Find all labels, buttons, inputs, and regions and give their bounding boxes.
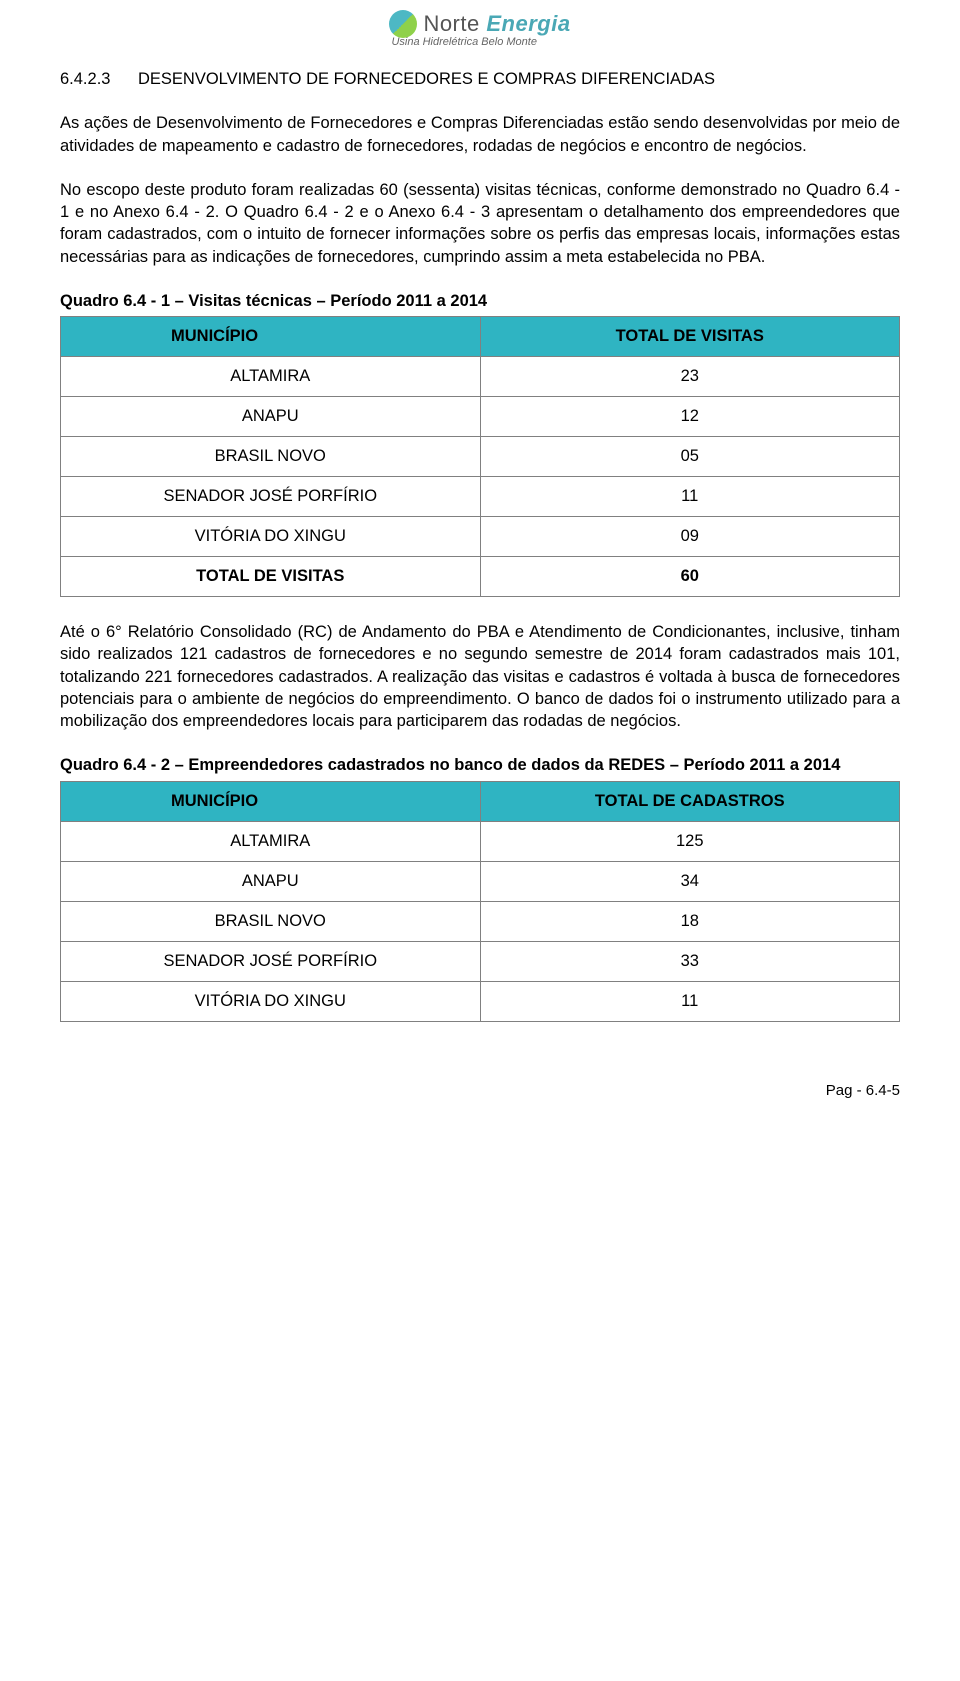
table1-total-value: 60: [480, 557, 900, 597]
table-row: BRASIL NOVO 05: [61, 437, 900, 477]
table1-row3-value: 11: [480, 477, 900, 517]
table-cadastros: MUNICÍPIO TOTAL DE CADASTROS ALTAMIRA 12…: [60, 781, 900, 1022]
table-row: SENADOR JOSÉ PORFÍRIO 11: [61, 477, 900, 517]
table-visitas: MUNICÍPIO TOTAL DE VISITAS ALTAMIRA 23 A…: [60, 316, 900, 597]
table1-row1-value: 12: [480, 397, 900, 437]
table1-row1-label: ANAPU: [61, 397, 481, 437]
table-row: ANAPU 34: [61, 861, 900, 901]
table1-col2-header: TOTAL DE VISITAS: [480, 317, 900, 357]
table2-row4-value: 11: [480, 981, 900, 1021]
table2-row4-label: VITÓRIA DO XINGU: [61, 981, 481, 1021]
table1-caption: Quadro 6.4 - 1 – Visitas técnicas – Perí…: [60, 290, 900, 312]
paragraph-2: No escopo deste produto foram realizadas…: [60, 179, 900, 268]
table-row: VITÓRIA DO XINGU 11: [61, 981, 900, 1021]
table1-row4-value: 09: [480, 517, 900, 557]
table1-row0-value: 23: [480, 357, 900, 397]
table2-row2-value: 18: [480, 901, 900, 941]
table2-row0-value: 125: [480, 821, 900, 861]
table2-col2-header: TOTAL DE CADASTROS: [480, 781, 900, 821]
table1-col1-header: MUNICÍPIO: [61, 317, 481, 357]
table-row: ALTAMIRA 125: [61, 821, 900, 861]
table1-row2-label: BRASIL NOVO: [61, 437, 481, 477]
table-row: ANAPU 12: [61, 397, 900, 437]
logo-mark-icon: [389, 10, 417, 38]
paragraph-3: Até o 6° Relatório Consolidado (RC) de A…: [60, 621, 900, 732]
table1-row4-label: VITÓRIA DO XINGU: [61, 517, 481, 557]
table1-row3-label: SENADOR JOSÉ PORFÍRIO: [61, 477, 481, 517]
logo-brand-prefix: Norte: [423, 11, 479, 36]
table2-col1-header: MUNICÍPIO: [61, 781, 481, 821]
table-row: ALTAMIRA 23: [61, 357, 900, 397]
section-number: 6.4.2.3: [60, 70, 110, 88]
section-heading: 6.4.2.3 DESENVOLVIMENTO DE FORNECEDORES …: [60, 68, 900, 90]
logo-subtitle: Usina Hidrelétrica Belo Monte: [389, 36, 570, 48]
logo: Norte Energia Usina Hidrelétrica Belo Mo…: [389, 10, 570, 48]
table2-row2-label: BRASIL NOVO: [61, 901, 481, 941]
logo-brand-text: Norte Energia: [423, 11, 570, 37]
table2-row1-value: 34: [480, 861, 900, 901]
table2-row1-label: ANAPU: [61, 861, 481, 901]
table2-row0-label: ALTAMIRA: [61, 821, 481, 861]
header-logo-area: Norte Energia Usina Hidrelétrica Belo Mo…: [60, 0, 900, 68]
paragraph-1: As ações de Desenvolvimento de Fornecedo…: [60, 112, 900, 157]
table2-row3-label: SENADOR JOSÉ PORFÍRIO: [61, 941, 481, 981]
table-row: VITÓRIA DO XINGU 09: [61, 517, 900, 557]
table-row: BRASIL NOVO 18: [61, 901, 900, 941]
section-title: DESENVOLVIMENTO DE FORNECEDORES E COMPRA…: [138, 70, 715, 88]
table1-total-row: TOTAL DE VISITAS 60: [61, 557, 900, 597]
table2-caption: Quadro 6.4 - 2 – Empreendedores cadastra…: [60, 754, 900, 776]
page-footer: Pag - 6.4-5: [60, 1082, 900, 1099]
table1-row0-label: ALTAMIRA: [61, 357, 481, 397]
table2-row3-value: 33: [480, 941, 900, 981]
table1-total-label: TOTAL DE VISITAS: [61, 557, 481, 597]
logo-brand-suffix: Energia: [486, 11, 570, 36]
table-row: SENADOR JOSÉ PORFÍRIO 33: [61, 941, 900, 981]
table1-row2-value: 05: [480, 437, 900, 477]
